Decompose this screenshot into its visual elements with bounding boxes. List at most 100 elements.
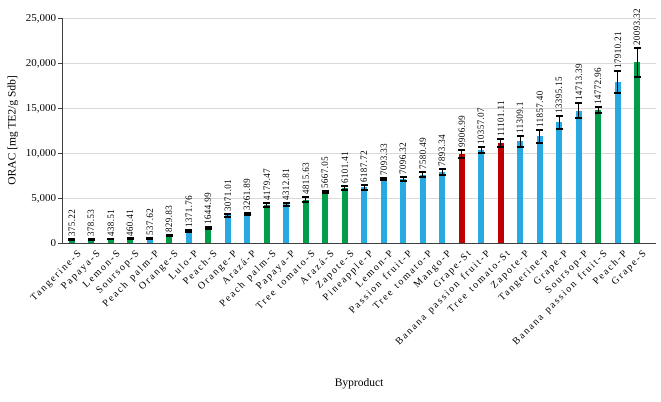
bar: [536, 136, 543, 243]
bar-value-label: 829.83: [164, 204, 174, 232]
error-bar-cap-top: [204, 226, 212, 229]
error-bar-cap-bottom: [341, 188, 348, 191]
error-bar-cap-top: [321, 189, 329, 192]
error-bar-cap-top: [614, 70, 621, 72]
error-bar-cap-bottom: [243, 213, 251, 216]
bar-value-label: 3261.89: [242, 177, 252, 210]
bar-value-label: 13395.15: [554, 76, 564, 114]
y-tick-label: 20,000: [25, 57, 56, 69]
error-bar-cap-bottom: [321, 192, 329, 195]
error-bar: [636, 47, 638, 77]
bar: [439, 171, 445, 243]
error-bar-cap-bottom: [185, 230, 192, 233]
bar: [400, 179, 406, 243]
bar-value-label: 11309.1: [515, 100, 525, 133]
bar-value-label: 7580.49: [417, 137, 428, 170]
y-axis-line: [62, 18, 63, 243]
bar: [205, 228, 211, 243]
error-bar: [480, 146, 482, 153]
error-bar: [266, 203, 267, 208]
error-bar-cap-bottom: [633, 75, 641, 78]
bar-value-label: 438.51: [105, 208, 116, 236]
error-bar-cap-top: [477, 145, 485, 148]
error-bar-cap-bottom: [165, 235, 173, 238]
error-bar-cap-bottom: [419, 176, 426, 179]
error-bar-cap-bottom: [575, 116, 582, 119]
error-bar: [305, 197, 306, 202]
error-bar-cap-bottom: [87, 238, 95, 241]
bar-value-label: 1371.76: [183, 194, 194, 227]
bar: [107, 239, 114, 243]
bar: [419, 174, 426, 243]
error-bar: [324, 190, 326, 194]
bar: [68, 239, 75, 243]
error-bar: [441, 169, 443, 175]
y-tick-mark: [58, 153, 62, 154]
error-bar: [578, 103, 579, 118]
error-bar-cap-top: [399, 176, 407, 179]
y-tick-mark: [58, 243, 62, 244]
bar: [322, 191, 328, 243]
gridline: [62, 198, 656, 199]
error-bar: [344, 186, 345, 190]
error-bar-cap-bottom: [614, 91, 621, 94]
error-bar-cap-bottom: [516, 145, 524, 148]
bar-value-label: 4815.63: [300, 162, 311, 195]
error-bar: [461, 150, 462, 158]
error-bar: [285, 202, 287, 206]
y-tick-label: 25,000: [25, 12, 56, 24]
bar-value-label: 460.41: [125, 208, 135, 236]
error-bar: [558, 116, 560, 129]
bar-value-label: 20093.32: [632, 7, 642, 45]
bar-value-label: 14713.39: [573, 63, 584, 101]
bar: [88, 239, 94, 243]
bar-value-label: 375.22: [66, 209, 77, 237]
bar: [283, 204, 289, 243]
bar: [341, 188, 348, 243]
error-bar-cap-bottom: [263, 206, 270, 209]
error-bar-cap-bottom: [146, 237, 153, 240]
y-tick-label: 10,000: [25, 147, 56, 159]
error-bar: [227, 213, 228, 217]
bar: [458, 153, 465, 243]
bar: [497, 143, 504, 243]
error-bar-cap-top: [263, 202, 270, 205]
gridline: [62, 63, 656, 64]
gridline: [62, 153, 656, 154]
error-bar-cap-top: [438, 168, 446, 171]
bar: [166, 235, 172, 243]
bar: [634, 62, 640, 243]
error-bar-cap-bottom: [594, 112, 602, 115]
error-bar-cap-top: [302, 196, 309, 199]
bar: [127, 238, 133, 243]
error-bar-cap-bottom: [282, 204, 290, 207]
error-bar-cap-top: [497, 137, 504, 140]
bar: [614, 81, 621, 243]
error-bar-cap-top: [536, 128, 543, 131]
bar: [595, 110, 601, 243]
error-bar-cap-bottom: [126, 238, 134, 241]
bar-value-label: 378.53: [86, 209, 96, 237]
bar-value-label: 537.62: [144, 207, 155, 235]
bar: [478, 149, 484, 243]
bar: [263, 205, 270, 243]
bar: [302, 199, 309, 243]
error-bar-cap-top: [516, 134, 524, 137]
y-tick-label: 0: [50, 237, 57, 249]
error-bar-cap-top: [380, 177, 387, 180]
error-bar: [422, 172, 423, 178]
bar-value-label: 14772.96: [593, 66, 603, 104]
bar: [556, 122, 562, 243]
error-bar-cap-top: [594, 105, 602, 108]
error-bar-cap-top: [555, 115, 563, 118]
x-axis-line: [62, 243, 656, 244]
error-bar-cap-top: [575, 102, 582, 105]
error-bar-cap-bottom: [224, 215, 231, 218]
bar: [575, 110, 582, 243]
bar: [185, 230, 192, 243]
bar-value-label: 9906.99: [456, 115, 467, 148]
error-bar-cap-top: [282, 201, 290, 204]
error-bar: [539, 129, 540, 143]
bar-value-label: 5667.05: [320, 155, 330, 188]
error-bar: [363, 184, 365, 190]
